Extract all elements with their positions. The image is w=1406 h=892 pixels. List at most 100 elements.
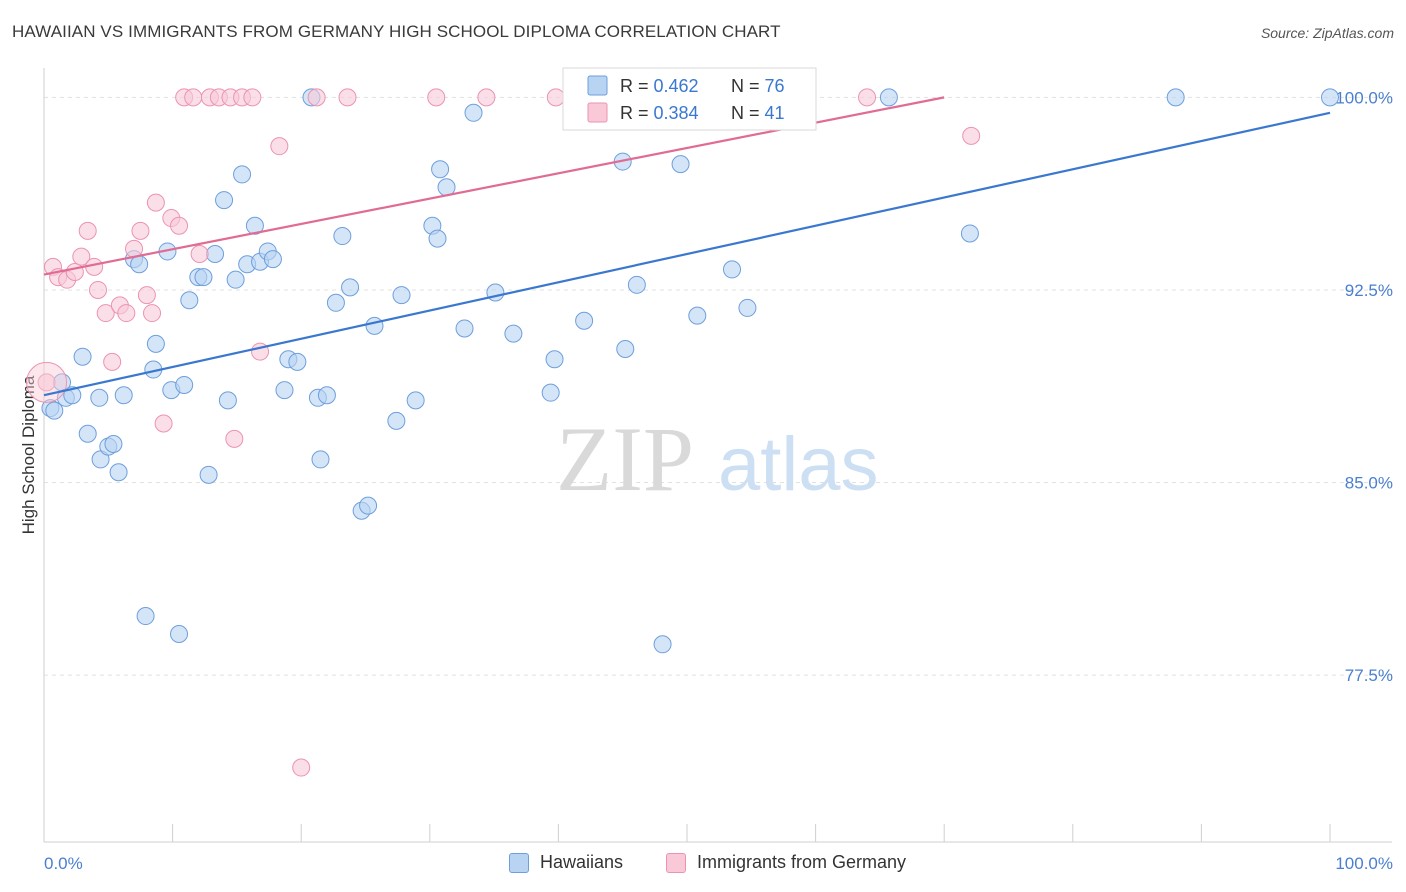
point-germany-40 xyxy=(962,126,981,145)
legend-label-hawaiians: Hawaiians xyxy=(540,852,624,872)
series-hawaiians-points xyxy=(41,88,1339,654)
point-hawaiians-14 xyxy=(130,255,149,274)
point-hawaiians-61 xyxy=(545,350,564,369)
point-hawaiians-20 xyxy=(170,625,189,644)
point-germany-39 xyxy=(858,88,877,107)
point-hawaiians-75 xyxy=(1321,88,1339,107)
legend-swatch-germany xyxy=(666,852,686,873)
point-hawaiians-12 xyxy=(114,386,133,405)
point-hawaiians-57 xyxy=(464,103,483,122)
point-hawaiians-69 xyxy=(688,306,707,325)
point-hawaiians-27 xyxy=(215,191,234,210)
point-hawaiians-60 xyxy=(541,383,560,402)
point-germany-cluster xyxy=(26,361,68,403)
y-tick-label-0: 77.5% xyxy=(1345,666,1393,685)
point-hawaiians-65 xyxy=(627,275,646,294)
point-germany-35 xyxy=(427,88,446,107)
point-germany-34 xyxy=(338,88,357,107)
x-tick-labels: 0.0% 100.0% xyxy=(44,854,1393,873)
point-hawaiians-15 xyxy=(136,607,155,626)
point-germany-36 xyxy=(477,88,496,107)
point-germany-18 xyxy=(154,414,173,433)
point-hawaiians-36 xyxy=(275,381,294,400)
point-hawaiians-1 xyxy=(45,401,64,420)
point-hawaiians-64 xyxy=(616,340,635,359)
legend-item-germany: Immigrants from Germany xyxy=(666,852,906,873)
legend-top: R = 0.462 N = 76 R = 0.384 N = 41 xyxy=(562,67,817,131)
point-germany-29 xyxy=(243,88,262,107)
legend-r-label-0: R = xyxy=(620,76,654,96)
watermark-atlas: atlas xyxy=(718,422,879,507)
legend-r-value-0: 0.462 xyxy=(654,76,699,96)
legend-n-value-0: 76 xyxy=(765,76,785,96)
legend-label-germany: Immigrants from Germany xyxy=(697,852,907,872)
point-hawaiians-62 xyxy=(575,311,594,330)
point-hawaiians-51 xyxy=(406,391,425,410)
point-hawaiians-11 xyxy=(109,463,128,482)
legend-n-value-1: 41 xyxy=(765,103,785,123)
point-hawaiians-49 xyxy=(387,411,406,430)
legend-top-swatch-hawaiians xyxy=(587,75,608,96)
point-germany-27 xyxy=(225,429,244,448)
point-hawaiians-45 xyxy=(341,278,360,297)
legend-swatch-hawaiians xyxy=(509,852,529,873)
svg-text:N = 76: N = 76 xyxy=(731,76,785,96)
point-hawaiians-21 xyxy=(175,375,194,394)
point-hawaiians-73 xyxy=(960,224,979,243)
point-germany-16 xyxy=(143,304,162,323)
point-germany-12 xyxy=(117,304,136,323)
x-tick-label-0: 0.0% xyxy=(44,854,83,873)
point-hawaiians-29 xyxy=(226,270,245,289)
point-germany-17 xyxy=(146,193,165,212)
point-hawaiians-17 xyxy=(146,334,165,353)
legend-item-hawaiians: Hawaiians xyxy=(509,852,623,873)
point-germany-8 xyxy=(89,280,108,299)
point-hawaiians-30 xyxy=(233,165,252,184)
point-hawaiians-25 xyxy=(199,465,218,484)
point-germany-22 xyxy=(184,88,203,107)
y-tick-labels: 77.5% 85.0% 92.5% 100.0% xyxy=(1335,88,1393,685)
point-hawaiians-50 xyxy=(392,286,411,305)
point-hawaiians-26 xyxy=(206,245,225,264)
point-germany-9 xyxy=(96,304,115,323)
y-axis-label: High School Diploma xyxy=(19,375,38,534)
series-germany-points xyxy=(26,88,981,777)
point-hawaiians-74 xyxy=(1166,88,1185,107)
svg-text:N = 41: N = 41 xyxy=(731,103,785,123)
point-hawaiians-7 xyxy=(90,388,109,407)
point-hawaiians-28 xyxy=(218,391,237,410)
legend-r-value-1: 0.384 xyxy=(654,103,699,123)
point-hawaiians-24 xyxy=(194,268,213,287)
watermark-zip: ZIP xyxy=(556,408,694,510)
svg-text:R = 0.384: R = 0.384 xyxy=(620,103,699,123)
source-label: Source: ZipAtlas.com xyxy=(1260,25,1394,41)
legend-n-label-1: N = xyxy=(731,103,765,123)
legend-n-label-0: N = xyxy=(731,76,765,96)
point-germany-20 xyxy=(170,216,189,235)
x-tick-label-1: 100.0% xyxy=(1335,854,1393,873)
point-germany-5 xyxy=(72,247,91,266)
y-tick-label-3: 100.0% xyxy=(1335,88,1393,107)
point-hawaiians-54 xyxy=(431,160,450,179)
point-germany-33 xyxy=(307,88,326,107)
point-germany-6 xyxy=(78,221,97,240)
point-hawaiians-43 xyxy=(326,293,345,312)
point-germany-23 xyxy=(190,245,209,264)
chart-title: HAWAIIAN VS IMMIGRANTS FROM GERMANY HIGH… xyxy=(12,22,781,41)
point-hawaiians-68 xyxy=(671,155,690,174)
svg-text:R = 0.462: R = 0.462 xyxy=(620,76,699,96)
point-hawaiians-22 xyxy=(180,291,199,310)
watermark: ZIP atlas xyxy=(556,408,879,510)
point-hawaiians-35 xyxy=(263,250,282,269)
legend-top-swatch-germany xyxy=(587,102,608,123)
point-germany-15 xyxy=(137,286,156,305)
point-hawaiians-56 xyxy=(455,319,474,338)
point-hawaiians-71 xyxy=(738,298,757,317)
point-hawaiians-66 xyxy=(653,635,672,654)
point-hawaiians-72 xyxy=(879,88,898,107)
point-hawaiians-59 xyxy=(504,324,523,343)
point-hawaiians-47 xyxy=(359,496,378,515)
gridlines xyxy=(44,96,1392,676)
point-hawaiians-70 xyxy=(723,260,742,279)
